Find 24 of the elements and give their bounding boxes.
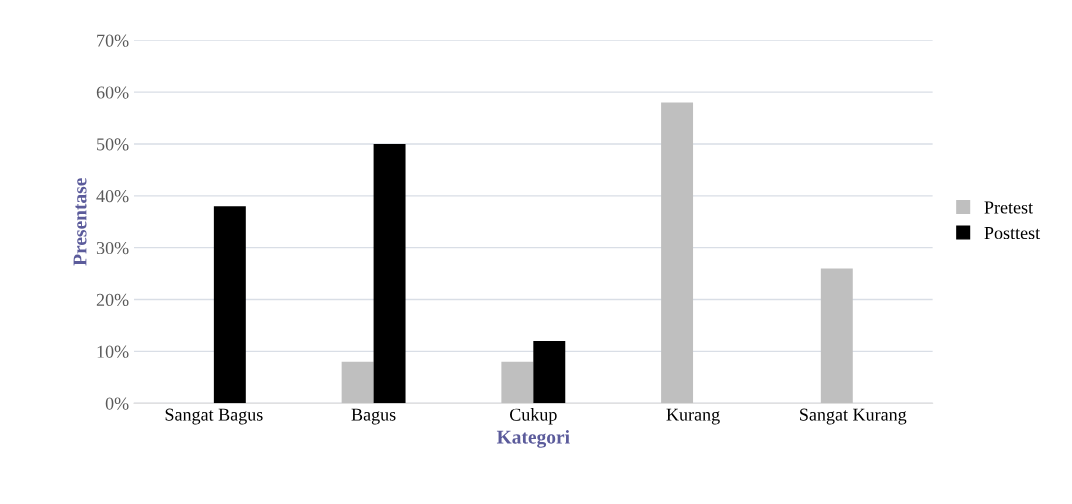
y-tick-label: 0% [105, 397, 129, 410]
y-tick-label: 20% [96, 293, 129, 307]
bar [341, 361, 374, 404]
x-tick-label: Sangat Bagus [165, 408, 263, 425]
y-tick-label: 60% [96, 86, 129, 99]
x-tick-label: Kurang [666, 408, 720, 425]
bar [213, 206, 246, 404]
x-axis-title: Kategori [496, 429, 570, 448]
x-tick-label: Sangat Kurang [800, 408, 907, 425]
x-tick-label: Cukup [509, 408, 557, 425]
legend-label: Posttest [984, 227, 1041, 240]
y-tick-label: 30% [96, 241, 129, 255]
bar [661, 102, 694, 404]
bar [820, 268, 853, 404]
bar [373, 144, 406, 404]
bar [533, 340, 566, 404]
y-tick-label: 10% [97, 345, 129, 358]
y-tick-label: 40% [96, 190, 129, 203]
x-tick-label: Bagus [351, 408, 396, 425]
legend-label: Pretest [984, 201, 1033, 214]
bar [501, 361, 534, 404]
y-tick-label: 70% [97, 34, 129, 47]
y-axis-title: Presentase [73, 178, 87, 266]
y-tick-label: 50% [97, 138, 129, 151]
